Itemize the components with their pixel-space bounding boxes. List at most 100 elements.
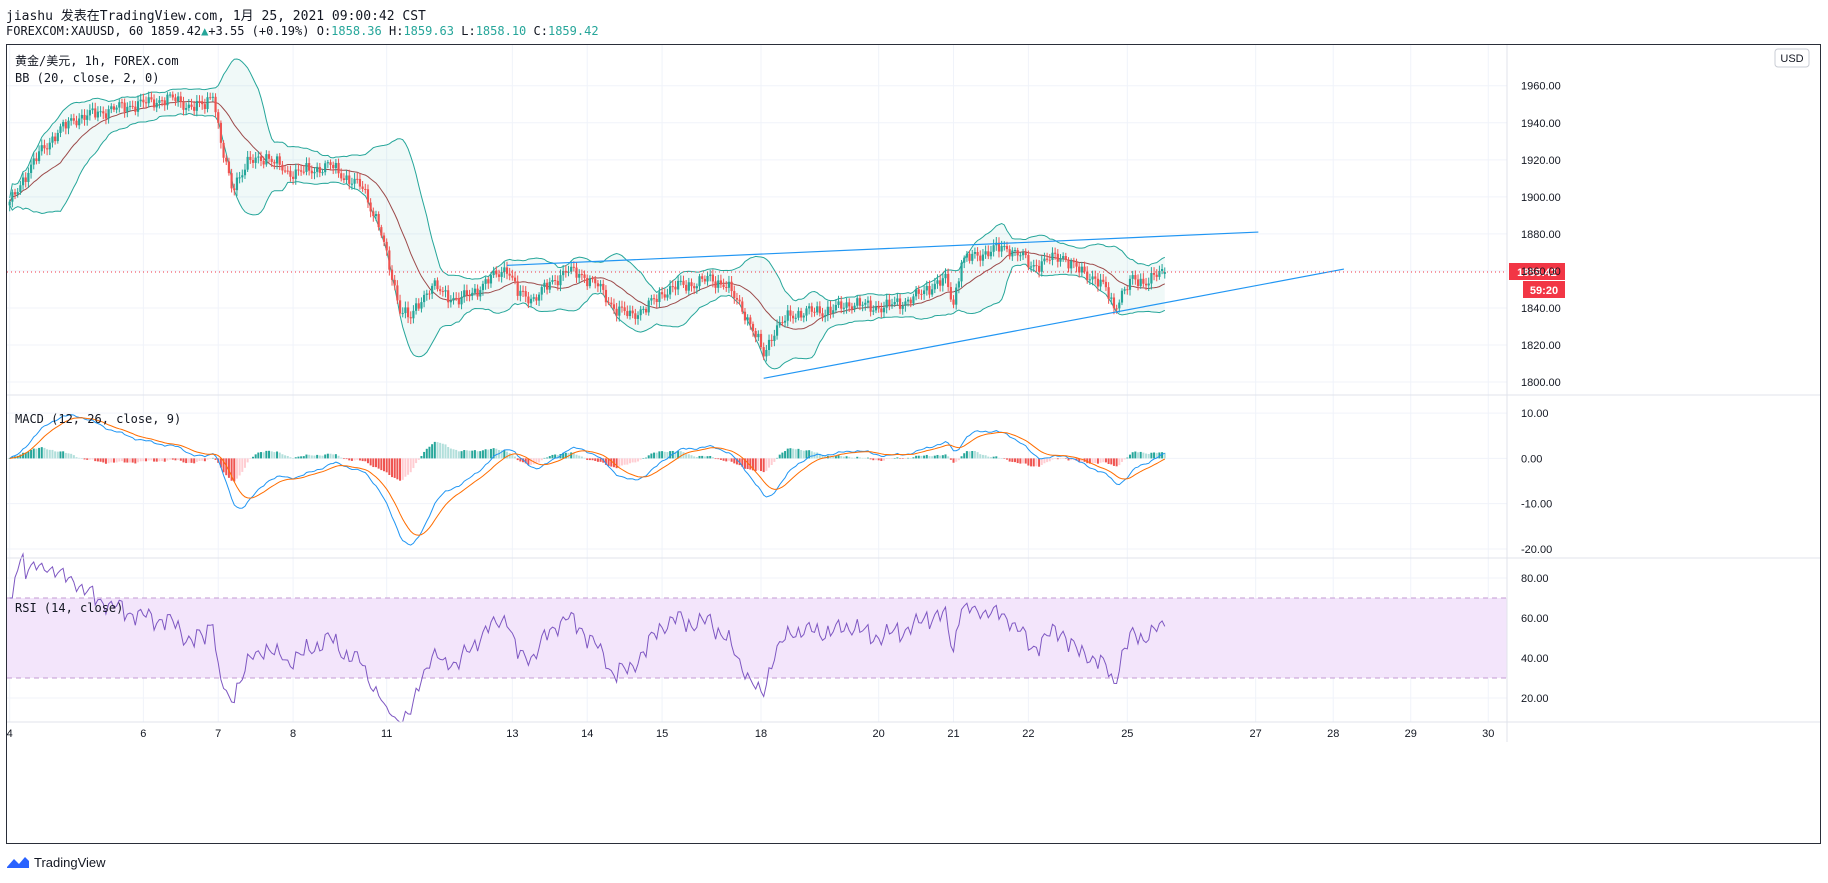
candle [960, 259, 963, 288]
macd-histogram-bar [853, 457, 856, 459]
candle [348, 169, 351, 190]
candle [1094, 270, 1097, 285]
macd-histogram-bar [727, 458, 730, 461]
candle [848, 298, 851, 312]
macd-histogram-bar [190, 458, 193, 463]
chart-canvas[interactable]: 1859.42 59:20 1960.00 1940.00 1920.00 1900.00… [7, 45, 1820, 843]
macd-histogram-bar [570, 452, 573, 459]
macd-histogram-bar [72, 455, 75, 459]
macd-histogram-bar [992, 456, 995, 459]
candle-body [981, 254, 985, 261]
candle [952, 295, 955, 309]
candle-body [551, 280, 554, 282]
candle-body [719, 280, 723, 285]
candle [658, 287, 661, 308]
macd-histogram-bar [179, 458, 182, 461]
candle [369, 198, 372, 218]
candle [219, 120, 223, 149]
candle [361, 181, 364, 192]
candle-body [901, 305, 904, 309]
candle [382, 232, 386, 247]
time-tick-label: 4 [7, 728, 13, 740]
macd-histogram-bar [243, 458, 246, 468]
candle [463, 284, 466, 303]
candle-body [968, 253, 971, 261]
candle-body [989, 251, 993, 257]
candle [198, 95, 201, 108]
candle-body [505, 267, 509, 274]
macd-histogram-bar [1054, 458, 1057, 459]
candle-body [388, 250, 391, 270]
candle-body [813, 311, 816, 313]
tradingview-logo[interactable]: TradingView [6, 855, 106, 870]
macd-histogram-bar [837, 455, 840, 459]
candle-body [880, 308, 883, 313]
macd-histogram-bar [519, 458, 522, 462]
candle [749, 314, 752, 330]
candle [420, 297, 423, 313]
macd-histogram-bar [1059, 458, 1062, 460]
macd-histogram-bar [797, 448, 800, 459]
candle [385, 238, 388, 256]
macd-histogram-bar [872, 458, 875, 461]
macd-histogram-bar [1096, 458, 1099, 464]
candle [417, 298, 420, 311]
candle [759, 329, 763, 350]
candle-body [337, 162, 340, 174]
candle-body [658, 292, 661, 303]
last-price: 1859.42 [150, 24, 202, 38]
candle [866, 296, 870, 309]
candle [928, 280, 931, 299]
macd-histogram-bar [353, 458, 356, 461]
candle [738, 294, 741, 306]
candle [746, 314, 749, 326]
candle [447, 285, 450, 309]
candle [1099, 273, 1102, 291]
macd-histogram-bar [484, 449, 487, 459]
candle [580, 269, 583, 281]
price-tick-label: 1940.00 [1521, 118, 1561, 130]
candle-body [356, 178, 359, 180]
candle-body [1115, 308, 1118, 310]
candle [914, 285, 918, 301]
macd-histogram-bar [1123, 458, 1126, 460]
candle-body [725, 287, 728, 289]
candle [1043, 252, 1046, 265]
candle [890, 298, 894, 309]
candle-body [660, 292, 664, 295]
candle-body [257, 156, 260, 158]
macd-histogram-bar [104, 458, 107, 464]
candle-body [1005, 246, 1009, 250]
candle [500, 266, 503, 283]
candle-body [230, 173, 233, 189]
candle [139, 93, 142, 107]
macd-histogram-bar [888, 458, 891, 459]
macd-histogram-bar [137, 458, 140, 463]
macd-histogram-bar [794, 449, 797, 459]
macd-histogram-bar [687, 454, 690, 459]
candle-body [765, 349, 768, 357]
macd-histogram-bar [540, 458, 543, 461]
candle-body [1070, 260, 1073, 269]
candle [479, 286, 482, 302]
candle-body [144, 102, 148, 104]
macd-histogram-bar [206, 458, 209, 460]
candle [901, 301, 904, 315]
macd-histogram-bar [75, 457, 78, 459]
candle-body [1096, 278, 1100, 287]
candle [551, 275, 554, 285]
candle-body [521, 290, 525, 292]
macd-histogram-bar [420, 456, 423, 459]
candle [182, 96, 185, 116]
candle-body [706, 275, 709, 282]
candle [179, 91, 182, 108]
candle [853, 302, 856, 313]
macd-histogram-bar [145, 458, 148, 462]
candle [473, 283, 477, 296]
currency-button[interactable]: USD [1774, 48, 1810, 68]
candle [1040, 255, 1043, 277]
macd-histogram-bar [388, 458, 391, 476]
macd-histogram-bar [1051, 458, 1054, 460]
macd-histogram-bar [1011, 458, 1014, 462]
candle [626, 305, 629, 319]
